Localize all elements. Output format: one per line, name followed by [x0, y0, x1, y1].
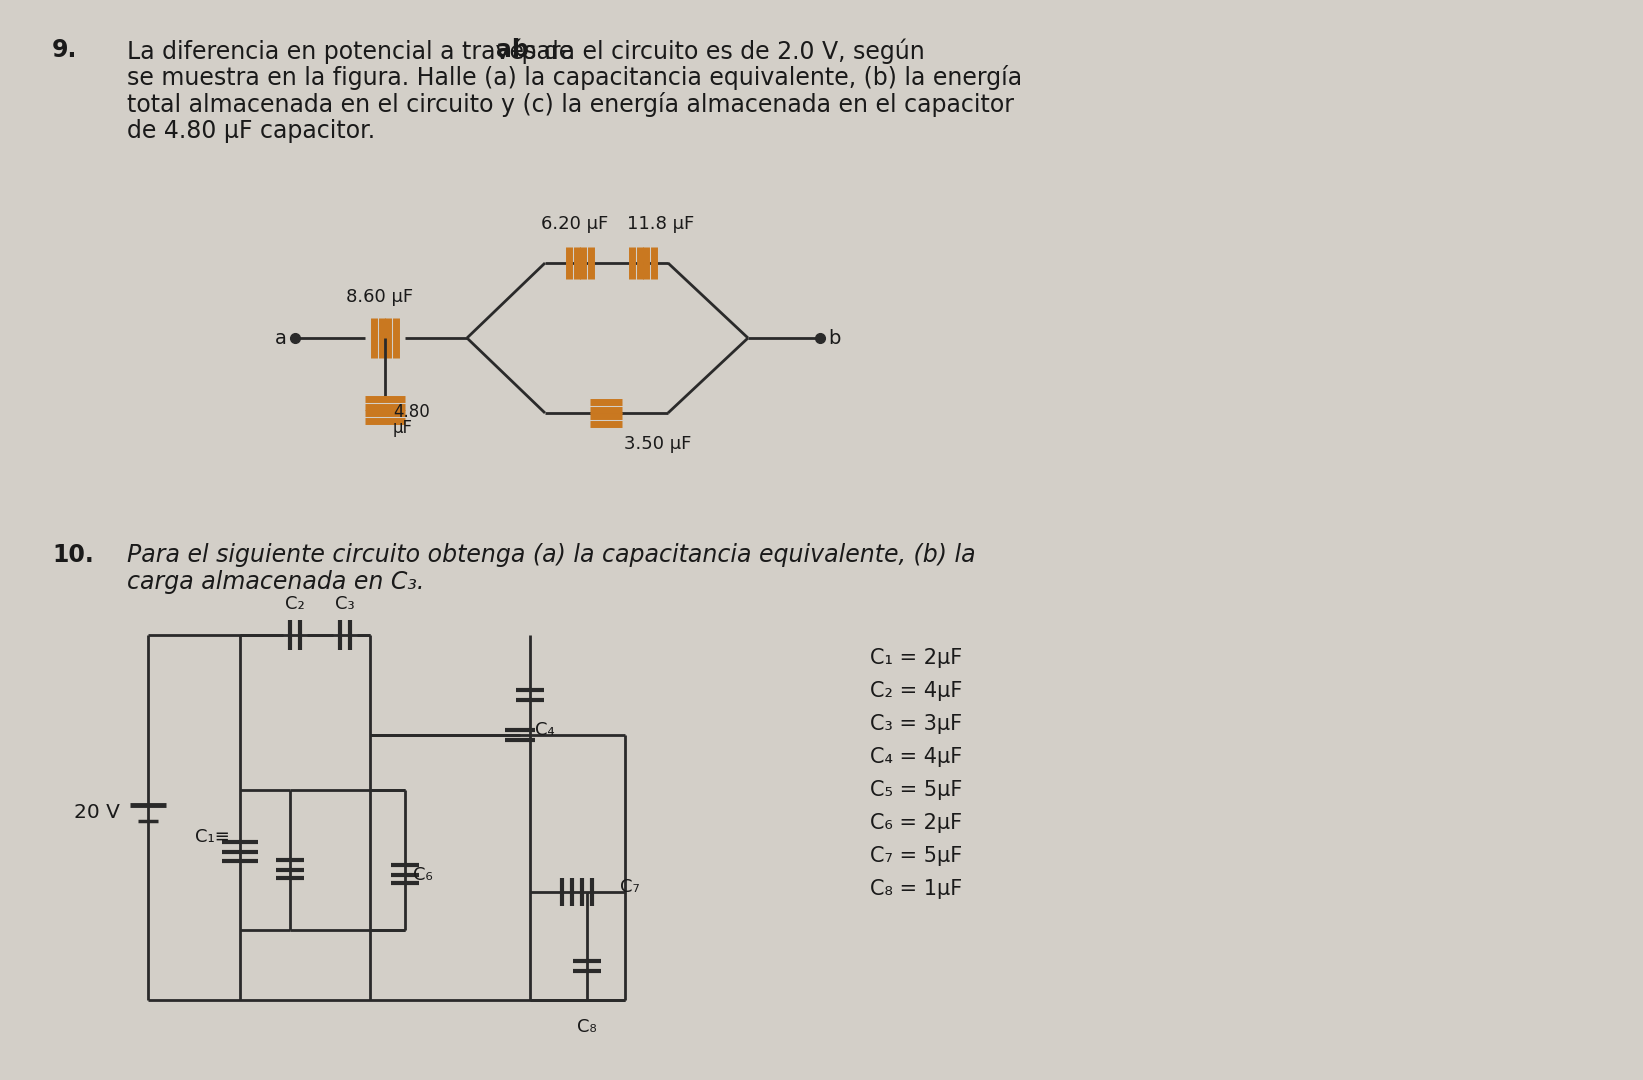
Text: Para el siguiente circuito obtenga (a) la capacitancia equivalente, (b) la: Para el siguiente circuito obtenga (a) l… — [127, 543, 976, 567]
Text: 3.50 μF: 3.50 μF — [624, 435, 692, 453]
Text: 4.80: 4.80 — [393, 403, 430, 421]
Text: C₅ = 5μF: C₅ = 5μF — [871, 780, 963, 800]
Text: b: b — [828, 328, 840, 348]
Text: C₄: C₄ — [536, 721, 555, 739]
Text: 6.20 μF: 6.20 μF — [542, 215, 608, 233]
Text: La diferencia en potencial a través de: La diferencia en potencial a través de — [127, 38, 580, 64]
Text: 20 V: 20 V — [74, 804, 120, 823]
Text: C₃ = 3μF: C₃ = 3μF — [871, 714, 963, 734]
Text: C₆: C₆ — [412, 866, 432, 885]
Text: C₃: C₃ — [335, 595, 355, 613]
Text: μF: μF — [393, 419, 412, 437]
Text: C₁≡: C₁≡ — [196, 828, 230, 846]
Text: C₁ = 2μF: C₁ = 2μF — [871, 648, 963, 669]
Text: para el circuito es de 2.0 V, según: para el circuito es de 2.0 V, según — [514, 38, 925, 64]
Text: C₈ = 1μF: C₈ = 1μF — [871, 879, 963, 899]
Text: C₂ = 4μF: C₂ = 4μF — [871, 681, 963, 701]
Text: de 4.80 μF capacitor.: de 4.80 μF capacitor. — [127, 119, 375, 143]
Text: C₆ = 2μF: C₆ = 2μF — [871, 813, 963, 833]
Text: 10.: 10. — [53, 543, 94, 567]
Text: 9.: 9. — [53, 38, 77, 62]
Text: C₄ = 4μF: C₄ = 4μF — [871, 747, 963, 767]
Text: carga almacenada en C₃.: carga almacenada en C₃. — [127, 570, 424, 594]
Text: 11.8 μF: 11.8 μF — [628, 215, 695, 233]
Text: a: a — [274, 328, 288, 348]
Text: se muestra en la figura. Halle (a) la capacitancia equivalente, (b) la energía: se muestra en la figura. Halle (a) la ca… — [127, 65, 1022, 90]
Text: C₈: C₈ — [577, 1018, 596, 1036]
Text: C₂: C₂ — [286, 595, 306, 613]
Text: 8.60 μF: 8.60 μF — [347, 288, 414, 306]
Text: C₇ = 5μF: C₇ = 5μF — [871, 846, 963, 866]
Text: C₇: C₇ — [619, 878, 639, 896]
Text: total almacenada en el circuito y (c) la energía almacenada en el capacitor: total almacenada en el circuito y (c) la… — [127, 92, 1014, 117]
Text: ab: ab — [496, 38, 529, 62]
